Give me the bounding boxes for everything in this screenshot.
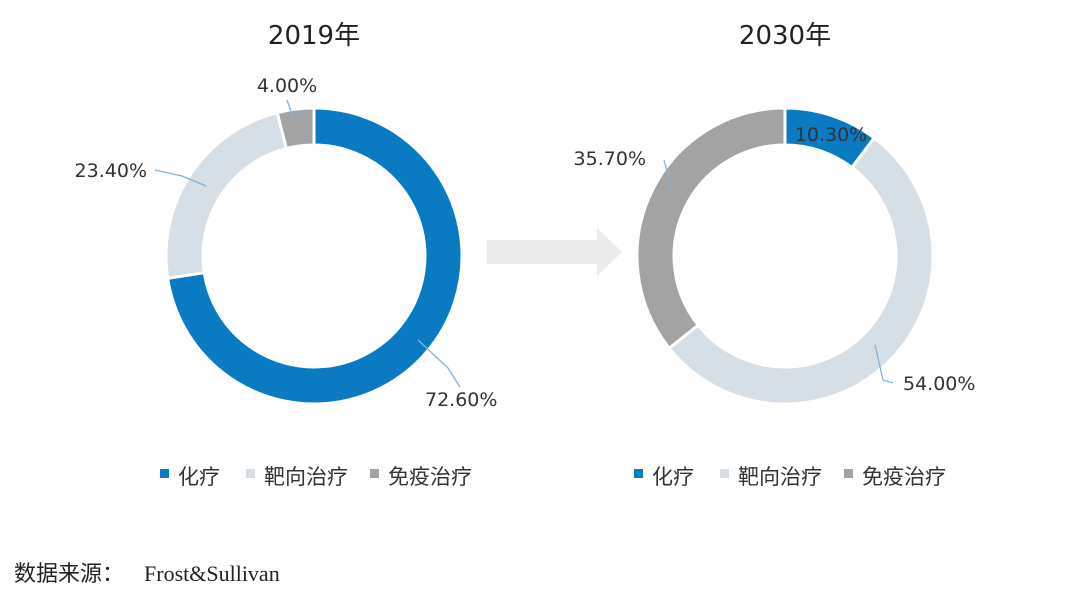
leader-line bbox=[874, 344, 894, 384]
legend-label-chemotherapy: 化疗 bbox=[178, 465, 220, 489]
data-label-chemotherapy: 10.30% bbox=[795, 124, 867, 146]
data-source: 数据来源： Frost&Sullivan bbox=[14, 556, 280, 588]
transition-arrow bbox=[487, 228, 622, 276]
source-value: Frost&Sullivan bbox=[144, 561, 280, 586]
leader-line bbox=[417, 339, 461, 388]
data-label-immunotherapy: 35.70% bbox=[574, 148, 646, 170]
donut-chart-2: 2030年 54.00% 35.70% 10.30% 化疗 靶向治疗 免疫治疗 bbox=[574, 21, 976, 489]
source-label: 数据来源： bbox=[14, 562, 125, 587]
donut-slice-targeted-therapy bbox=[164, 110, 289, 280]
legend-swatch-immunotherapy bbox=[844, 469, 853, 478]
data-label-chemotherapy: 72.60% bbox=[425, 389, 497, 411]
data-label-immunotherapy: 4.00% bbox=[257, 75, 317, 97]
chart-title: 2030年 bbox=[739, 21, 831, 51]
donut-chart-1: 2019年 72.60% 23.40% 4.00% 化疗 靶向治疗 免疫治疗 bbox=[75, 21, 498, 489]
leader-line bbox=[663, 159, 673, 191]
donut-slice-immunotherapy bbox=[275, 106, 316, 151]
data-label-targeted-therapy: 54.00% bbox=[903, 373, 975, 395]
legend-label-immunotherapy: 免疫治疗 bbox=[388, 465, 472, 489]
donut-slice-chemotherapy bbox=[165, 106, 464, 406]
legend-swatch-immunotherapy bbox=[370, 469, 379, 478]
leader-line bbox=[154, 169, 207, 187]
donut-slice-immunotherapy bbox=[635, 106, 787, 351]
leader-line bbox=[286, 99, 295, 121]
legend-swatch-targeted-therapy bbox=[720, 469, 729, 478]
comparison-chart: 2019年 72.60% 23.40% 4.00% 化疗 靶向治疗 免疫治疗 2030年 54.… bbox=[75, 21, 976, 489]
legend-swatch-chemotherapy bbox=[634, 469, 643, 478]
data-label-targeted-therapy: 23.40% bbox=[75, 160, 147, 182]
legend-label-immunotherapy: 免疫治疗 bbox=[862, 465, 946, 489]
donut-slice-targeted-therapy bbox=[667, 135, 935, 406]
legend-swatch-chemotherapy bbox=[160, 469, 169, 478]
legend-label-targeted-therapy: 靶向治疗 bbox=[738, 465, 822, 489]
legend-label-targeted-therapy: 靶向治疗 bbox=[264, 465, 348, 489]
chart-title: 2019年 bbox=[268, 21, 360, 51]
legend-label-chemotherapy: 化疗 bbox=[652, 465, 694, 489]
legend-swatch-targeted-therapy bbox=[246, 469, 255, 478]
